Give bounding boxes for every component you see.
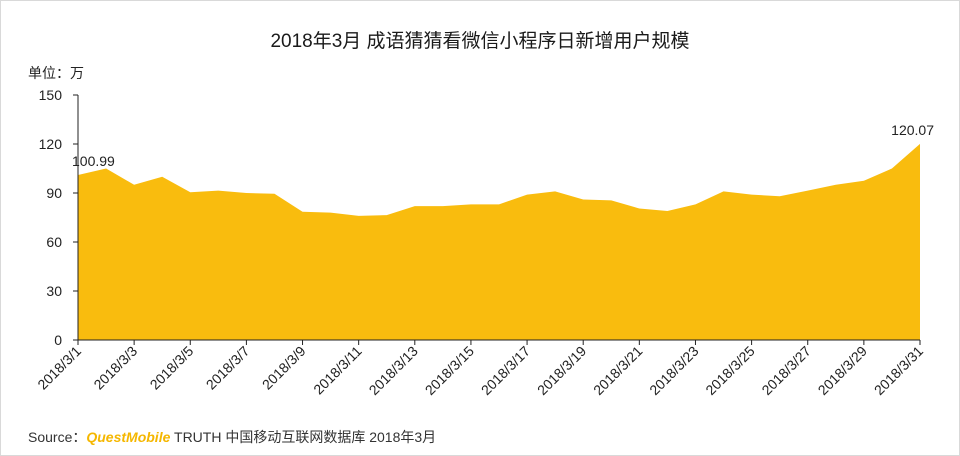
data-label: 100.99 [72,153,115,169]
x-tick-label: 2018/3/15 [422,343,478,399]
source-suffix: TRUTH 中国移动互联网数据库 2018年3月 [170,429,437,445]
area-series [78,143,920,340]
y-tick-label: 30 [46,283,62,299]
source-prefix: Source： [28,429,87,445]
x-tick-label: 2018/3/25 [702,343,758,399]
x-tick-label: 2018/3/1 [34,343,84,393]
x-tick-label: 2018/3/27 [758,343,814,399]
data-label: 120.07 [891,122,934,138]
y-tick-label: 150 [39,87,63,103]
x-tick-label: 2018/3/31 [871,343,927,399]
x-tick-label: 2018/3/9 [259,343,309,393]
y-tick-label: 60 [46,234,62,250]
y-tick-label: 120 [39,136,63,152]
x-tick-label: 2018/3/11 [310,343,365,398]
y-tick-label: 0 [54,332,62,348]
x-tick-label: 2018/3/5 [147,343,197,393]
y-tick-label: 90 [46,185,62,201]
x-tick-label: 2018/3/29 [815,343,871,399]
source-note: Source：QuestMobile TRUTH 中国移动互联网数据库 2018… [28,427,436,447]
x-tick-label: 2018/3/23 [646,343,702,399]
x-tick-label: 2018/3/21 [590,343,646,399]
x-tick-label: 2018/3/17 [478,343,534,399]
unit-label: 单位：万 [28,65,84,81]
x-tick-label: 2018/3/19 [534,343,590,399]
x-tick-label: 2018/3/7 [203,343,253,393]
x-tick-label: 2018/3/3 [90,343,140,393]
source-brand: QuestMobile [86,429,171,445]
chart-title: 2018年3月 成语猜猜看微信小程序日新增用户规模 [270,31,690,52]
x-tick-label: 2018/3/13 [366,343,422,399]
